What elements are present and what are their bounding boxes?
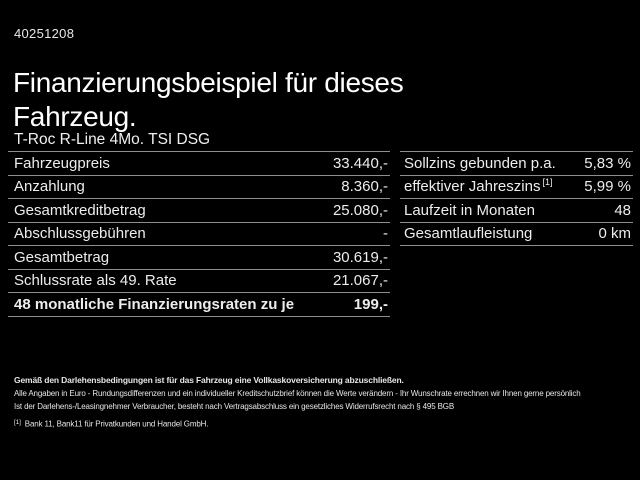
row-label: 48 monatliche Finanzierungsraten zu je — [14, 295, 295, 313]
row-value: 0 km — [598, 225, 631, 243]
table-row: Fahrzeugpreis 33.440,- — [8, 152, 390, 176]
row-value: 48 — [614, 201, 631, 219]
table-row: Sollzins gebunden p.a. 5,83 % — [400, 152, 633, 176]
row-label: effektiver Jahreszins [1] — [404, 177, 553, 196]
table-row: Schlussrate als 49. Rate 21.067,- — [8, 270, 390, 293]
row-value: 5,83 % — [584, 154, 631, 172]
row-value: 21.067,- — [332, 272, 388, 290]
table-row: effektiver Jahreszins [1] 5,99 % — [400, 176, 633, 199]
withdrawal-note: Ist der Darlehens-/Leasingnehmer Verbrau… — [14, 402, 455, 411]
table-row: Gesamtbetrag 30.619,- — [8, 246, 390, 270]
row-value: 25.080,- — [332, 201, 388, 219]
row-value: 8.360,- — [341, 178, 388, 196]
row-label: Schlussrate als 49. Rate — [14, 272, 177, 290]
row-value: 33.440,- — [332, 154, 388, 172]
footnote-ref: [1] — [542, 177, 553, 188]
row-label: Gesamtlaufleistung — [404, 225, 533, 243]
conditions-table: Sollzins gebunden p.a. 5,83 % effektiver… — [400, 151, 633, 246]
table-row: Laufzeit in Monaten 48 — [400, 199, 633, 223]
table-row: Gesamtlaufleistung 0 km — [400, 223, 633, 246]
insurance-note: Gemäß den Darlehensbedingungen ist für d… — [14, 375, 404, 385]
financing-table: Fahrzeugpreis 33.440,- Anzahlung 8.360,-… — [8, 151, 390, 317]
vehicle-id: 40251208 — [14, 26, 75, 41]
table-row: Abschlussgebühren - — [8, 223, 390, 246]
row-value: 30.619,- — [332, 248, 388, 266]
row-value: 5,99 % — [584, 178, 631, 196]
row-label: Abschlussgebühren — [14, 225, 146, 243]
footnote-marker: [1] — [14, 419, 21, 426]
row-label: Gesamtkreditbetrag — [14, 201, 146, 219]
vehicle-model-subtitle: T-Roc R-Line 4Mo. TSI DSG — [14, 131, 211, 148]
row-label-text: effektiver Jahreszins — [404, 178, 541, 196]
row-label: Laufzeit in Monaten — [404, 201, 535, 219]
row-value: - — [383, 225, 388, 243]
row-label: Anzahlung — [14, 178, 85, 196]
row-value: 199,- — [353, 295, 388, 313]
table-row-monthly-rate: 48 monatliche Finanzierungsraten zu je 1… — [8, 293, 390, 317]
row-label: Gesamtbetrag — [14, 248, 110, 266]
page-title: Finanzierungsbeispiel für dieses Fahrzeu… — [13, 66, 404, 132]
row-label: Sollzins gebunden p.a. — [404, 154, 556, 172]
table-row: Anzahlung 8.360,- — [8, 176, 390, 199]
row-label: Fahrzeugpreis — [14, 154, 110, 172]
bank-footnote: [1] Bank 11, Bank11 für Privatkunden und … — [14, 419, 209, 429]
table-row: Gesamtkreditbetrag 25.080,- — [8, 199, 390, 223]
disclaimer-note: Alle Angaben in Euro - Rundungsdifferenz… — [14, 389, 581, 398]
footnote-text: Bank 11, Bank11 für Privatkunden und Han… — [24, 419, 209, 429]
